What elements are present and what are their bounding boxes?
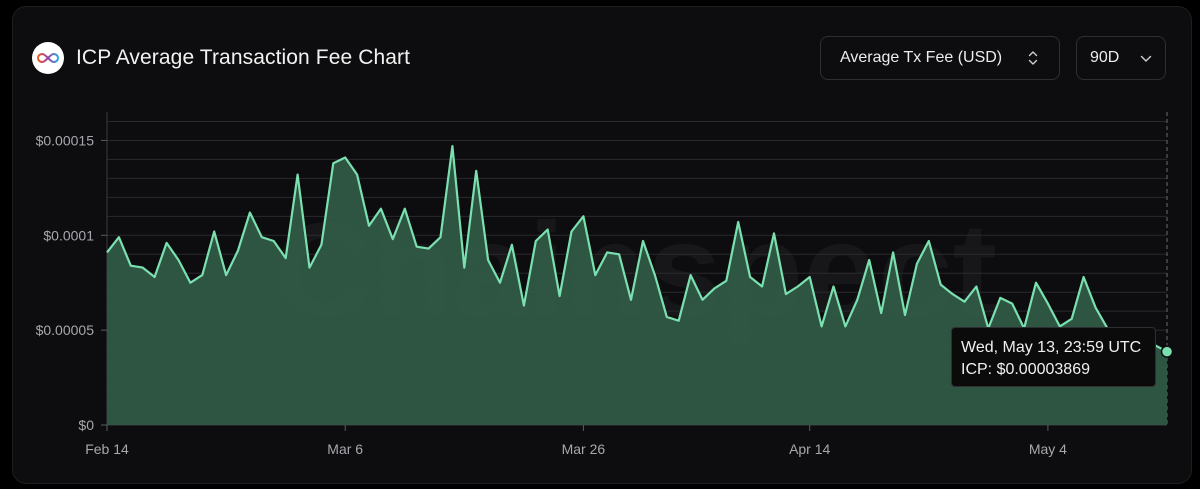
page-title: ICP Average Transaction Fee Chart	[76, 46, 411, 69]
y-tick-label: $0	[78, 417, 94, 433]
chart-tooltip: Wed, May 13, 23:59 UTC ICP: $0.00003869	[951, 327, 1156, 387]
range-select[interactable]: 90D	[1076, 36, 1166, 80]
chevron-up-down-icon	[1028, 51, 1038, 65]
y-tick-label: $0.00005	[36, 322, 95, 338]
hover-point[interactable]	[1160, 345, 1174, 358]
metric-select[interactable]: Average Tx Fee (USD)	[820, 36, 1060, 80]
x-tick-label: Mar 6	[327, 441, 363, 457]
tooltip-date: Wed, May 13, 23:59 UTC	[961, 339, 1142, 356]
y-tick-label: $0.0001	[43, 227, 94, 243]
chevron-down-icon	[1140, 55, 1152, 62]
infinity-icon	[37, 52, 59, 64]
x-tick-label: Apr 14	[789, 441, 830, 457]
range-select-value: 90D	[1090, 49, 1120, 66]
y-tick-label: $0.00015	[36, 132, 95, 148]
x-tick-label: May 4	[1029, 441, 1067, 457]
tooltip-value: ICP: $0.00003869	[961, 361, 1090, 378]
metric-select-value: Average Tx Fee (USD)	[840, 49, 1003, 66]
icp-logo-icon	[32, 42, 64, 74]
series-area-fill	[107, 146, 1167, 425]
x-tick-label: Feb 14	[85, 441, 129, 457]
series-line	[106, 145, 1168, 353]
x-tick-label: Mar 26	[562, 441, 606, 457]
